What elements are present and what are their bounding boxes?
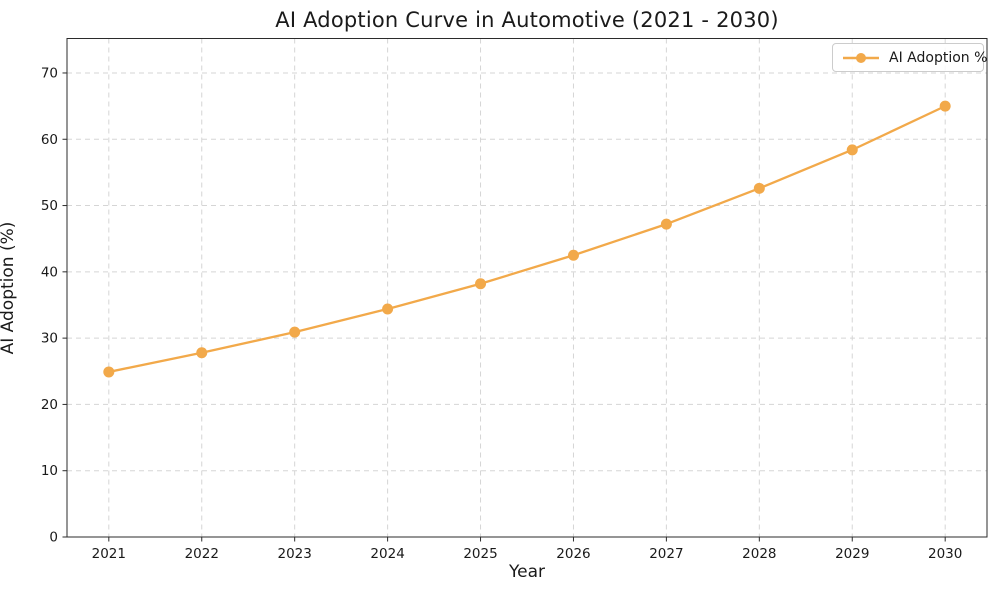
data-line: [107, 104, 947, 374]
x-tick-label: 2021: [92, 546, 126, 562]
data-point-marker: [567, 249, 579, 261]
y-tick-label: 70: [41, 65, 58, 81]
x-axis-label: Year: [509, 562, 545, 582]
x-tick-label: 2029: [835, 546, 869, 562]
axes-spines: [66, 38, 988, 538]
x-tick-label: 2025: [463, 546, 497, 562]
x-tick-label: 2026: [556, 546, 590, 562]
x-tick-label: 2027: [649, 546, 683, 562]
data-point-marker: [103, 366, 115, 378]
y-tick-label: 10: [41, 463, 58, 479]
data-point-marker: [475, 278, 487, 290]
data-point-marker: [846, 144, 858, 156]
x-tick-label: 2030: [928, 546, 962, 562]
x-tick-label: 2022: [185, 546, 219, 562]
y-tick-label: 0: [49, 530, 58, 546]
legend: AI Adoption %: [832, 43, 988, 72]
data-point-marker: [382, 303, 394, 315]
legend-line-marker-icon: [843, 52, 879, 63]
x-tick-label: 2028: [742, 546, 776, 562]
x-tick-label: 2023: [277, 546, 311, 562]
y-tick-label: 30: [41, 331, 58, 347]
legend-label: AI Adoption %: [889, 49, 988, 66]
chart-title: AI Adoption Curve in Automotive (2021 - …: [275, 8, 779, 32]
x-tick-label: 2024: [370, 546, 404, 562]
y-tick-label: 40: [41, 264, 58, 280]
data-point-marker: [660, 218, 672, 230]
data-point-marker: [289, 326, 301, 338]
y-tick-label: 20: [41, 397, 58, 413]
legend-marker-dot: [856, 52, 866, 63]
y-tick-label: 60: [41, 132, 58, 148]
y-tick-label: 50: [41, 198, 58, 214]
data-point-marker: [939, 100, 951, 112]
data-point-marker: [753, 182, 765, 194]
data-point-marker: [196, 347, 208, 359]
